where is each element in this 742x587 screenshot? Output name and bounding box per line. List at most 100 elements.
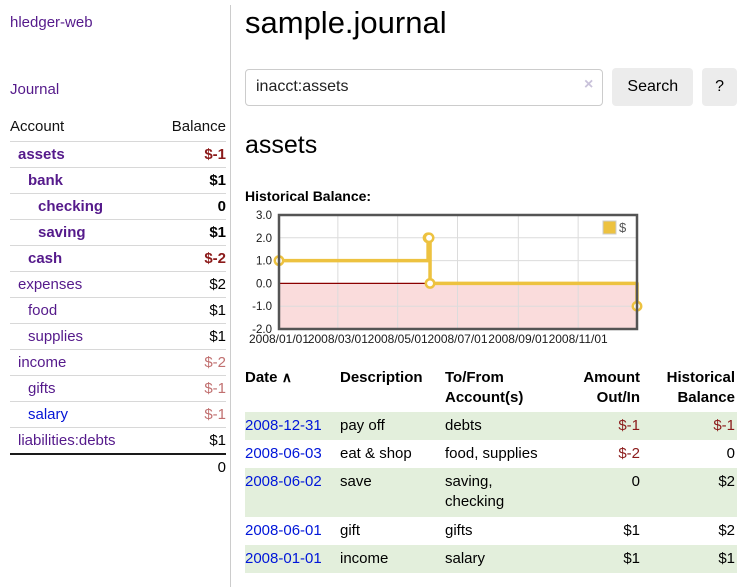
- search-form: × Search ?: [245, 68, 737, 106]
- register-table: Date ∧ Description To/From Account(s) Am…: [245, 365, 737, 573]
- svg-text:2008/07/01: 2008/07/01: [427, 332, 487, 346]
- account-heading: assets: [245, 131, 318, 159]
- register-header-date[interactable]: Date ∧: [245, 365, 340, 412]
- transaction-description: pay off: [340, 416, 385, 434]
- register-header-row: Date ∧ Description To/From Account(s) Am…: [245, 365, 737, 412]
- search-button[interactable]: Search: [612, 68, 694, 106]
- sidebar-item-journal[interactable]: Journal: [10, 81, 60, 98]
- transaction-balance: $1: [718, 549, 735, 567]
- app-title-link[interactable]: hledger-web: [10, 14, 93, 31]
- sort-asc-icon: ∧: [281, 369, 292, 385]
- legend-label: $: [619, 220, 627, 235]
- transaction-amount: $1: [623, 549, 640, 567]
- account-row: assets $-1: [10, 141, 226, 168]
- account-balance: 0: [217, 198, 226, 215]
- register-header-accounts: To/From Account(s): [445, 369, 524, 407]
- transaction-row[interactable]: 2008-06-03 eat & shop food, supplies $-2 0: [245, 440, 737, 468]
- accounts-total-row: 0: [10, 454, 226, 480]
- account-balance: $-1: [204, 146, 226, 163]
- svg-text:3.0: 3.0: [256, 210, 272, 222]
- account-balance: $-2: [204, 354, 226, 371]
- account-row: gifts $-1: [10, 375, 226, 402]
- transaction-accounts: food, supplies: [445, 444, 538, 462]
- account-link[interactable]: saving: [38, 224, 86, 241]
- account-row: expenses $2: [10, 271, 226, 298]
- register-header-description: Description: [340, 369, 423, 386]
- svg-text:-2.0: -2.0: [252, 324, 272, 336]
- account-balance: $-1: [204, 406, 226, 423]
- main-content: sample.journal × Search ? assets Histori…: [232, 5, 742, 573]
- transaction-row[interactable]: 2008-01-01 income salary $1 $1: [245, 544, 737, 573]
- transaction-accounts: gifts: [445, 521, 473, 539]
- transaction-accounts: salary: [445, 549, 486, 567]
- transaction-balance: $-1: [713, 416, 735, 434]
- historical-balance-chart[interactable]: 3.0 2.0 1.0 0.0 -1.0 -2.0 2008/01/01 2008/03/01…: [245, 210, 742, 351]
- accounts-header-account: Account: [10, 118, 65, 135]
- transaction-row[interactable]: 2008-06-02 save saving, checking 0 $2: [245, 468, 737, 517]
- account-link[interactable]: checking: [38, 198, 104, 215]
- accounts-header-balance: Balance: [171, 118, 226, 135]
- legend-swatch: [602, 220, 617, 235]
- transaction-amount: $-2: [618, 444, 640, 462]
- transaction-description: save: [340, 473, 372, 490]
- page-title: sample.journal: [245, 5, 447, 40]
- chart-label: Historical Balance:: [245, 188, 372, 204]
- transaction-date-link[interactable]: 2008-06-01: [245, 521, 322, 539]
- transaction-date-link[interactable]: 2008-06-03: [245, 444, 322, 462]
- transaction-amount: $-1: [618, 416, 640, 434]
- search-input[interactable]: [245, 68, 604, 106]
- account-balance: $1: [209, 224, 226, 241]
- transaction-date-link[interactable]: 2008-12-31: [245, 416, 322, 434]
- account-link[interactable]: income: [18, 354, 67, 371]
- svg-text:2008/11/01: 2008/11/01: [549, 332, 608, 346]
- register-header-amount: Amount Out/In: [583, 369, 640, 407]
- account-link[interactable]: cash: [28, 250, 63, 267]
- transaction-description: eat & shop: [340, 444, 412, 462]
- account-link[interactable]: gifts: [28, 380, 56, 397]
- register-header-balance: Historical Balance: [666, 369, 735, 407]
- svg-text:1.0: 1.0: [256, 256, 272, 268]
- clear-search-icon[interactable]: ×: [584, 75, 594, 93]
- account-row: liabilities:debts $1: [10, 427, 226, 455]
- account-row: salary $-1: [10, 401, 226, 428]
- transaction-amount: 0: [631, 473, 640, 490]
- transaction-description: income: [340, 549, 389, 567]
- transaction-amount: $1: [623, 521, 640, 539]
- accounts-balance-table: Account Balance assets $-1 bank $1 checking 0…: [10, 114, 226, 480]
- account-link[interactable]: assets: [18, 146, 65, 163]
- account-row: bank $1: [10, 167, 226, 194]
- svg-text:2.0: 2.0: [256, 233, 272, 245]
- svg-text:2008/05/01: 2008/05/01: [368, 332, 428, 346]
- account-link[interactable]: bank: [28, 172, 64, 189]
- account-row: income $-2: [10, 349, 226, 376]
- transaction-accounts: saving, checking: [445, 473, 505, 511]
- account-link[interactable]: supplies: [28, 328, 84, 345]
- account-link[interactable]: liabilities:debts: [18, 432, 116, 449]
- account-balance: $1: [209, 172, 226, 189]
- account-link[interactable]: food: [28, 302, 58, 319]
- account-balance: $1: [209, 328, 226, 345]
- transaction-date-link[interactable]: 2008-01-01: [245, 549, 322, 567]
- transaction-row[interactable]: 2008-12-31 pay off debts $-1 $-1: [245, 411, 737, 440]
- svg-text:0.0: 0.0: [256, 278, 272, 290]
- help-button[interactable]: ?: [702, 68, 737, 106]
- transaction-date-link[interactable]: 2008-06-02: [245, 473, 322, 490]
- accounts-total-balance: 0: [217, 459, 226, 476]
- sidebar: hledger-web Journal Account Balance asse…: [0, 5, 231, 587]
- account-row: checking 0: [10, 193, 226, 220]
- transaction-row[interactable]: 2008-06-01 gift gifts $1 $2: [245, 517, 737, 545]
- transaction-description: gift: [340, 521, 361, 539]
- account-balance: $-2: [204, 250, 226, 267]
- account-row: cash $-2: [10, 245, 226, 272]
- account-row: saving $1: [10, 219, 226, 246]
- account-balance: $-1: [204, 380, 226, 397]
- date-header-label: Date: [245, 369, 278, 386]
- svg-text:2008/03/01: 2008/03/01: [308, 332, 368, 346]
- transaction-balance: $2: [718, 473, 735, 490]
- account-link[interactable]: salary: [28, 406, 69, 423]
- transaction-accounts: debts: [445, 416, 482, 434]
- account-row: supplies $1: [10, 323, 226, 350]
- account-link[interactable]: expenses: [18, 276, 83, 293]
- transaction-balance: 0: [726, 444, 735, 462]
- transaction-balance: $2: [718, 521, 735, 539]
